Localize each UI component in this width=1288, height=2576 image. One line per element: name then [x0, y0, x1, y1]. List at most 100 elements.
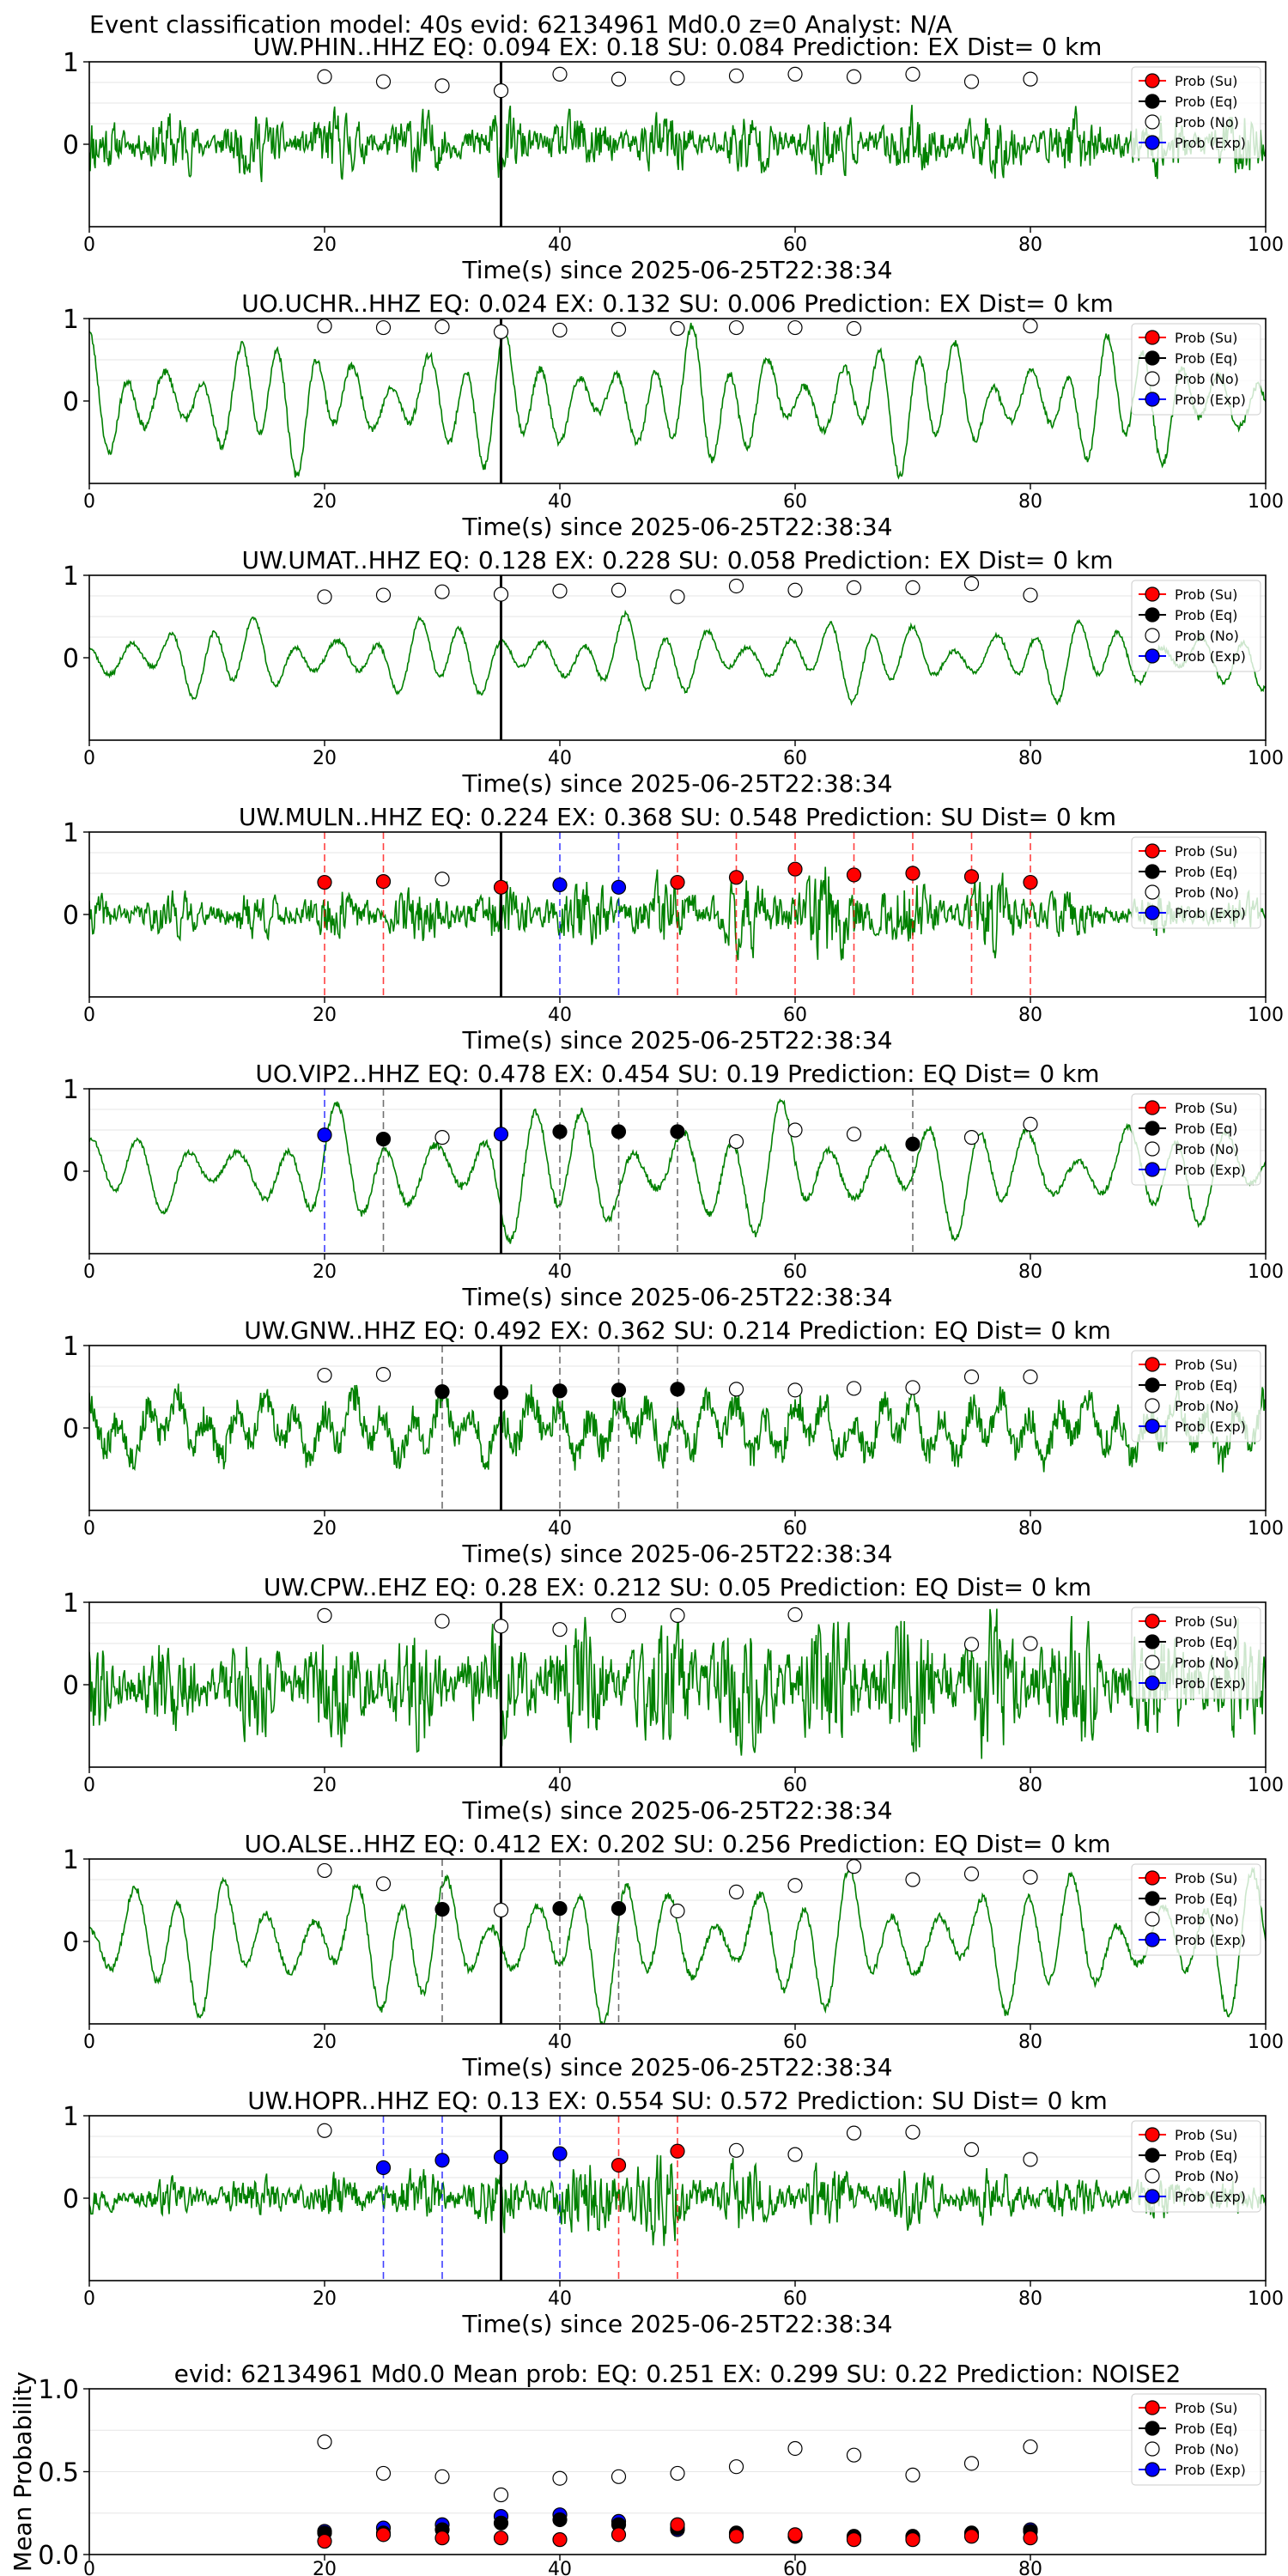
x-tick-label: 100 — [1248, 2288, 1284, 2310]
legend-label: Prob (Exp) — [1175, 1932, 1246, 1948]
prob-no-marker — [670, 2465, 685, 2482]
x-tick-label: 20 — [313, 1005, 337, 1026]
prob-su-marker — [317, 2533, 332, 2549]
prob-eq-marker — [670, 1382, 685, 1397]
panel-title: UW.HOPR..HHZ EQ: 0.13 EX: 0.554 SU: 0.57… — [247, 2087, 1108, 2115]
prob-no-marker — [963, 1866, 980, 1881]
y-tick-label: 0 — [63, 387, 79, 417]
prob-no-marker — [317, 1862, 332, 1879]
legend-frame — [1131, 580, 1261, 672]
prob-su-marker — [1023, 2530, 1038, 2546]
prob-no-marker — [611, 321, 627, 337]
prob-no-marker — [670, 1903, 685, 1919]
y-tick-label: 0 — [63, 131, 79, 161]
prob-no-marker — [434, 319, 450, 335]
x-tick-label: 40 — [548, 1518, 572, 1540]
legend-label: Prob (Exp) — [1175, 1162, 1246, 1178]
station-panel: UW.CPW..EHZ EQ: 0.28 EX: 0.212 SU: 0.05 … — [63, 1573, 1284, 1825]
x-tick-label: 80 — [1018, 2559, 1042, 2576]
prob-no-marker — [434, 584, 450, 599]
legend-frame — [1131, 1093, 1261, 1186]
prob-no-marker — [552, 66, 568, 82]
prob-no-marker — [846, 320, 862, 337]
prob-no-marker — [1023, 2439, 1038, 2455]
station-panel: UO.ALSE..HHZ EQ: 0.412 EX: 0.202 SU: 0.2… — [63, 1830, 1284, 2081]
x-tick-label: 40 — [548, 1005, 572, 1026]
x-tick-label: 80 — [1018, 491, 1042, 513]
x-axis-label: Time(s) since 2025-06-25T22:38:34 — [461, 513, 892, 541]
prob-su-marker — [375, 2527, 392, 2543]
y-tick-label: 0.0 — [38, 2541, 79, 2571]
prob-no-marker — [905, 1380, 920, 1395]
y-tick-label: 0 — [63, 901, 79, 931]
prob-no-marker — [434, 78, 450, 94]
legend-swatch-marker — [1145, 135, 1160, 150]
x-tick-label: 80 — [1018, 2288, 1042, 2310]
x-tick-label: 40 — [548, 2559, 572, 2576]
prob-no-marker — [1023, 2152, 1038, 2167]
prob-su-marker — [670, 2143, 685, 2159]
legend-swatch-marker — [1145, 1932, 1160, 1947]
legend-label: Prob (Exp) — [1175, 2189, 1246, 2205]
legend-label: Prob (Exp) — [1175, 392, 1246, 408]
legend-label: Prob (Eq) — [1175, 350, 1237, 367]
legend-swatch-marker — [1145, 392, 1160, 407]
x-tick-label: 20 — [313, 2288, 337, 2310]
prob-no-marker — [317, 69, 332, 84]
legend: Prob (Su) Prob (Eq) Prob (No) Prob (Exp) — [1131, 66, 1261, 159]
y-tick-label: 1 — [63, 1845, 79, 1875]
prob-no-marker — [670, 70, 685, 86]
prob-no-marker — [317, 2123, 332, 2138]
x-tick-label: 100 — [1248, 748, 1284, 769]
legend-label: Prob (No) — [1175, 2441, 1239, 2458]
x-axis-label: Time(s) since 2025-06-25T22:38:34 — [461, 1283, 892, 1311]
legend-swatch-marker — [1145, 2148, 1160, 2163]
legend-swatch-marker — [1145, 1141, 1160, 1157]
prob-no-marker — [963, 1130, 980, 1145]
prob-no-marker — [552, 2470, 568, 2486]
legend-swatch-marker — [1145, 884, 1160, 900]
prob-no-marker — [905, 66, 920, 82]
prob-no-marker — [963, 575, 980, 592]
legend-label: Prob (Eq) — [1175, 864, 1237, 880]
x-axis-label: Time(s) since 2025-06-25T22:38:34 — [461, 2053, 892, 2081]
x-axis-label: Time(s) since 2025-06-25T22:38:34 — [461, 769, 892, 798]
x-tick-label: 40 — [548, 2288, 572, 2310]
x-tick-label: 100 — [1248, 1775, 1284, 1796]
x-tick-label: 20 — [313, 1261, 337, 1283]
legend-swatch-marker — [1145, 648, 1160, 664]
panel-title: UW.PHIN..HHZ EQ: 0.094 EX: 0.18 SU: 0.08… — [253, 33, 1103, 61]
prob-su-marker — [787, 2527, 803, 2543]
prob-no-marker — [434, 1613, 450, 1629]
prob-no-marker — [611, 71, 627, 87]
prob-no-marker — [611, 582, 627, 598]
legend-swatch-marker — [1145, 1121, 1160, 1136]
legend: Prob (Su) Prob (Eq) Prob (No) Prob (Exp) — [1131, 2120, 1261, 2213]
legend-label: Prob (No) — [1175, 114, 1239, 131]
legend-label: Prob (Su) — [1175, 73, 1237, 89]
x-tick-label: 0 — [83, 2559, 95, 2576]
x-tick-label: 0 — [83, 2032, 95, 2053]
prob-no-marker — [1023, 1636, 1038, 1651]
prob-no-marker — [787, 66, 803, 82]
legend-label: Prob (Exp) — [1175, 2462, 1246, 2478]
y-tick-label: 1 — [63, 305, 79, 335]
prob-no-marker — [963, 1637, 980, 1652]
panel-title: UO.ALSE..HHZ EQ: 0.412 EX: 0.202 SU: 0.2… — [244, 1830, 1110, 1858]
legend-swatch-marker — [1145, 73, 1160, 88]
prob-no-marker — [728, 319, 744, 336]
prob-su-marker — [787, 861, 803, 877]
station-panel: UW.GNW..HHZ EQ: 0.492 EX: 0.362 SU: 0.21… — [63, 1316, 1284, 1568]
legend-label: Prob (Su) — [1175, 843, 1237, 860]
x-tick-label: 20 — [313, 748, 337, 769]
x-tick-label: 60 — [783, 1518, 807, 1540]
x-tick-label: 60 — [783, 2288, 807, 2310]
legend-frame — [1131, 1863, 1261, 1956]
prob-no-marker — [787, 2147, 803, 2162]
legend-swatch-marker — [1145, 1419, 1160, 1434]
prob-eq-marker — [434, 1384, 450, 1400]
legend-label: Prob (Exp) — [1175, 648, 1246, 665]
station-panel: UO.UCHR..HHZ EQ: 0.024 EX: 0.132 SU: 0.0… — [63, 289, 1284, 541]
prob-no-marker — [787, 582, 803, 598]
legend-label: Prob (Eq) — [1175, 1891, 1237, 1907]
